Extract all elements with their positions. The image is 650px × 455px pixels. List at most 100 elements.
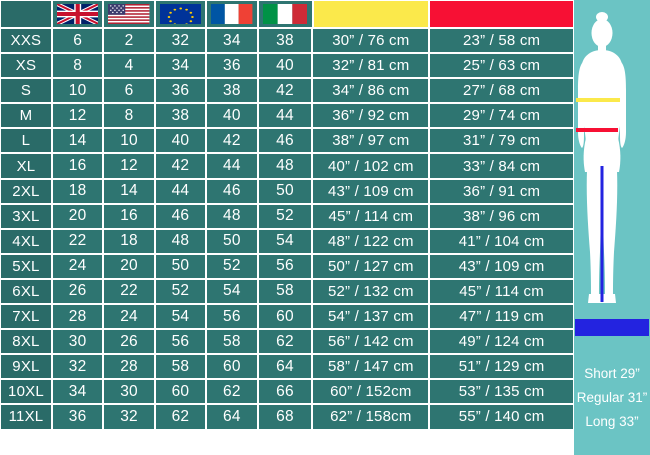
uk-size-cell: 26 bbox=[51, 278, 104, 305]
inseam-option-long: Long 33” bbox=[585, 414, 639, 429]
it-flag-icon bbox=[257, 0, 313, 28]
size-cell: S bbox=[0, 78, 52, 104]
table-row: 5XL 24 20 50 52 56 50” / 127 cm 43” / 109 cm bbox=[0, 253, 574, 279]
it-size-cell: 56 bbox=[257, 253, 313, 279]
waist-color-bar bbox=[429, 0, 575, 28]
eu-size-cell: 56 bbox=[154, 329, 207, 355]
eu-size-cell: 44 bbox=[154, 178, 207, 204]
table-row: XS 8 4 34 36 40 32” / 81 cm 25” / 63 cm bbox=[0, 53, 574, 79]
size-cell: 7XL bbox=[0, 304, 52, 330]
bust-measure-cell: 36” / 92 cm bbox=[312, 103, 430, 129]
waist-measure-cell: 43” / 109 cm bbox=[429, 253, 574, 279]
size-cell: 6XL bbox=[0, 278, 52, 305]
bust-measure-cell: 52” / 132 cm bbox=[312, 278, 430, 305]
fr-size-cell: 52 bbox=[206, 253, 258, 279]
it-size-cell: 46 bbox=[257, 128, 313, 154]
waist-measure-cell: 51” / 129 cm bbox=[429, 354, 574, 380]
it-size-cell: 62 bbox=[257, 329, 313, 355]
eu-size-cell: 52 bbox=[154, 278, 207, 305]
bust-measure-cell: 30” / 76 cm bbox=[312, 28, 430, 54]
inseam-option-short: Short 29” bbox=[584, 366, 640, 381]
bust-measure-cell: 45” / 114 cm bbox=[312, 203, 430, 229]
fr-size-cell: 54 bbox=[206, 278, 258, 305]
eu-size-cell: 42 bbox=[154, 153, 207, 179]
table-row: 4XL 22 18 48 50 54 48” / 122 cm 41” / 104 cm bbox=[0, 228, 574, 254]
table-body: XXS 6 2 32 34 38 30” / 76 cm 23” / 58 cm XS 8 4 34 3… bbox=[0, 28, 574, 430]
table-row: XL 16 12 42 44 48 40” / 102 cm 33” / 84 cm bbox=[0, 153, 574, 179]
it-size-cell: 42 bbox=[257, 78, 313, 104]
fr-size-cell: 46 bbox=[206, 178, 258, 204]
waist-measure-cell: 31” / 79 cm bbox=[429, 128, 574, 154]
table-row: 7XL 28 24 54 56 60 54” / 137 cm 47” / 119 cm bbox=[0, 304, 574, 330]
uk-size-cell: 22 bbox=[51, 228, 104, 254]
it-size-cell: 52 bbox=[257, 203, 313, 229]
bust-measure-cell: 34” / 86 cm bbox=[312, 78, 430, 104]
bust-measure-cell: 60” / 152cm bbox=[312, 379, 430, 405]
fr-size-cell: 40 bbox=[206, 103, 258, 129]
table-header-row bbox=[0, 0, 575, 28]
bust-measure-cell: 56” / 142 cm bbox=[312, 329, 430, 355]
fr-size-cell: 58 bbox=[206, 329, 258, 355]
uk-size-cell: 34 bbox=[51, 379, 104, 405]
waist-measure-cell: 55” / 140 cm bbox=[429, 404, 574, 430]
it-size-cell: 44 bbox=[257, 103, 313, 129]
it-size-cell: 60 bbox=[257, 304, 313, 330]
waist-measure-cell: 25” / 63 cm bbox=[429, 53, 574, 79]
us-size-cell: 20 bbox=[103, 253, 155, 279]
fr-flag-icon bbox=[206, 0, 258, 28]
size-cell: 5XL bbox=[0, 253, 52, 279]
it-size-cell: 58 bbox=[257, 278, 313, 305]
it-size-cell: 54 bbox=[257, 228, 313, 254]
figure-panel: Short 29” Regular 31” Long 33” bbox=[574, 0, 650, 455]
fr-size-cell: 48 bbox=[206, 203, 258, 229]
us-size-cell: 32 bbox=[103, 404, 155, 430]
waist-measure-cell: 27” / 68 cm bbox=[429, 78, 574, 104]
eu-size-cell: 34 bbox=[154, 53, 207, 79]
us-size-cell: 16 bbox=[103, 203, 155, 229]
eu-flag-icon bbox=[154, 0, 207, 28]
waist-measure-cell: 23” / 58 cm bbox=[429, 28, 574, 54]
table-row: M 12 8 38 40 44 36” / 92 cm 29” / 74 cm bbox=[0, 103, 574, 129]
eu-size-cell: 60 bbox=[154, 379, 207, 405]
eu-size-cell: 38 bbox=[154, 103, 207, 129]
uk-size-cell: 32 bbox=[51, 354, 104, 380]
table-row: 11XL 36 32 62 64 68 62” / 158cm 55” / 140 cm bbox=[0, 404, 574, 430]
us-size-cell: 22 bbox=[103, 278, 155, 305]
waist-measure-cell: 47” / 119 cm bbox=[429, 304, 574, 330]
bust-measure-cell: 38” / 97 cm bbox=[312, 128, 430, 154]
fr-size-cell: 64 bbox=[206, 404, 258, 430]
female-body-silhouette-icon bbox=[574, 0, 650, 318]
it-size-cell: 64 bbox=[257, 354, 313, 380]
size-cell: 10XL bbox=[0, 379, 52, 405]
it-size-cell: 38 bbox=[257, 28, 313, 54]
size-cell: 8XL bbox=[0, 329, 52, 355]
uk-size-cell: 18 bbox=[51, 178, 104, 204]
size-cell: L bbox=[0, 128, 52, 154]
us-size-cell: 28 bbox=[103, 354, 155, 380]
fr-size-cell: 38 bbox=[206, 78, 258, 104]
uk-size-cell: 24 bbox=[51, 253, 104, 279]
us-size-cell: 10 bbox=[103, 128, 155, 154]
eu-size-cell: 36 bbox=[154, 78, 207, 104]
uk-size-cell: 28 bbox=[51, 304, 104, 330]
fr-size-cell: 34 bbox=[206, 28, 258, 54]
us-size-cell: 2 bbox=[103, 28, 155, 54]
us-size-cell: 12 bbox=[103, 153, 155, 179]
fr-size-cell: 60 bbox=[206, 354, 258, 380]
uk-size-cell: 6 bbox=[51, 28, 104, 54]
fr-size-cell: 44 bbox=[206, 153, 258, 179]
us-size-cell: 14 bbox=[103, 178, 155, 204]
table-row: XXS 6 2 32 34 38 30” / 76 cm 23” / 58 cm bbox=[0, 28, 574, 54]
fr-size-cell: 36 bbox=[206, 53, 258, 79]
uk-size-cell: 8 bbox=[51, 53, 104, 79]
us-size-cell: 26 bbox=[103, 329, 155, 355]
bust-measure-cell: 50” / 127 cm bbox=[312, 253, 430, 279]
table-row: 10XL 34 30 60 62 66 60” / 152cm 53” / 135 cm bbox=[0, 379, 574, 405]
table-row: L 14 10 40 42 46 38” / 97 cm 31” / 79 cm bbox=[0, 128, 574, 154]
uk-size-cell: 14 bbox=[51, 128, 104, 154]
fr-size-cell: 62 bbox=[206, 379, 258, 405]
inseam-legend: Short 29” Regular 31” Long 33” bbox=[574, 340, 650, 455]
size-cell: XL bbox=[0, 153, 52, 179]
us-size-cell: 6 bbox=[103, 78, 155, 104]
